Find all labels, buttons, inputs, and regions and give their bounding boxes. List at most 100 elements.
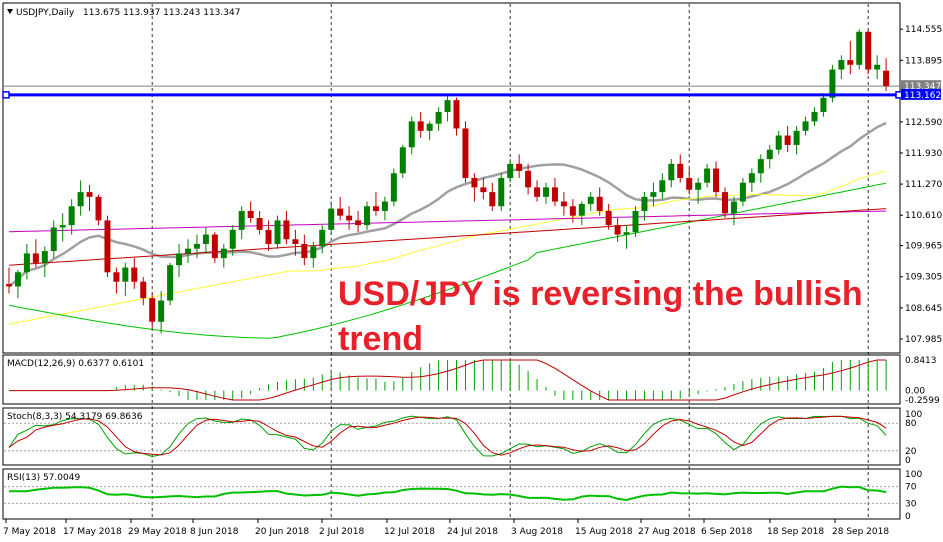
candle — [534, 180, 541, 202]
y-tick-label: 109.305 — [905, 273, 942, 283]
candle — [695, 177, 702, 204]
candle-body — [525, 170, 532, 188]
x-tick-label: 20 Jun 2018 — [255, 527, 309, 537]
candle-body — [158, 300, 165, 322]
candle — [399, 144, 406, 178]
candle-body — [444, 100, 451, 112]
candle-body — [766, 149, 773, 160]
candle-body — [775, 135, 782, 150]
macd-indicator: 0.8413 0.00-0.2599 — [9, 356, 940, 406]
candle — [820, 93, 827, 117]
candle-body — [131, 267, 138, 282]
y-tick-label: 111.270 — [905, 180, 942, 190]
candle — [757, 154, 764, 183]
candle — [202, 227, 209, 254]
price-tag-label: 113.347 — [904, 82, 941, 92]
candle-body — [355, 220, 362, 226]
candle-body — [50, 227, 57, 252]
candle — [95, 194, 102, 226]
candle-body — [668, 163, 675, 181]
candle-body — [748, 173, 755, 183]
candle — [310, 241, 317, 268]
candle — [32, 239, 39, 268]
candle-body — [811, 111, 818, 122]
candle-body — [641, 196, 648, 211]
candle — [426, 121, 433, 141]
candle — [775, 130, 782, 155]
candle — [516, 154, 523, 178]
y-tick-label: 110.610 — [905, 211, 942, 221]
candle — [829, 64, 836, 103]
candle — [220, 243, 227, 268]
candle — [185, 239, 191, 263]
candle-body — [551, 187, 558, 202]
stoch-tick-label: 20 — [905, 447, 917, 457]
stoch-tick-label: 100 — [905, 410, 922, 420]
candle-body — [677, 163, 684, 178]
ma-gray-line — [8, 121, 887, 288]
candle — [113, 267, 120, 294]
candle-body — [462, 128, 469, 178]
candle — [229, 225, 236, 256]
support-group — [2, 91, 903, 99]
candle-body — [372, 206, 379, 211]
y-tick-label: 114.555 — [905, 25, 942, 35]
candle — [784, 126, 791, 153]
candle — [41, 246, 48, 277]
candle — [238, 206, 245, 240]
candle-body — [480, 187, 487, 193]
x-tick-label: 2 Jul 2018 — [319, 527, 364, 537]
candle — [6, 267, 12, 294]
candle — [346, 206, 353, 230]
candle — [560, 192, 567, 216]
candle — [471, 173, 478, 202]
candle-body — [632, 210, 639, 233]
candle — [865, 29, 872, 75]
ohlc-readout: 113.675 113.937 113.243 113.347 — [83, 8, 240, 18]
candle — [390, 168, 397, 207]
candle — [14, 269, 21, 299]
candle — [364, 201, 370, 230]
candle-body — [381, 201, 388, 211]
candle-body — [713, 168, 720, 193]
candle-body — [498, 177, 505, 207]
date-axis: 7 May 2018 17 May 2018 29 May 2018 8 Jun 20… — [3, 519, 889, 537]
x-tick-label: 8 Jun 2018 — [190, 527, 239, 537]
candle-body — [686, 177, 693, 190]
candle-body — [32, 253, 39, 263]
candle-body — [650, 192, 657, 197]
price-tag — [901, 80, 941, 92]
y-tick-label: 107.985 — [905, 335, 942, 345]
candle — [668, 159, 675, 188]
y-tick-label: 109.965 — [905, 242, 942, 252]
candle-body — [489, 192, 496, 207]
candle — [659, 173, 666, 200]
candle-body — [229, 229, 236, 249]
candle-body — [283, 220, 290, 240]
rsi-tick-label: 70 — [905, 483, 917, 493]
rsi-title: RSI(13) 57.0049 — [7, 473, 80, 483]
candle-body — [140, 281, 147, 299]
candle — [596, 187, 603, 216]
annotation-line-1: USD/JPY is reversing the bullish — [338, 275, 863, 313]
candle-body — [883, 70, 890, 87]
candle-body — [560, 201, 567, 207]
candle — [722, 187, 728, 219]
symbol-triangle-icon — [7, 9, 13, 14]
candle-body — [176, 253, 183, 266]
candle — [283, 210, 290, 244]
support-tag — [901, 88, 941, 100]
candle — [86, 185, 93, 211]
macd-signal-line — [9, 359, 887, 401]
candle — [265, 220, 272, 252]
candle — [730, 196, 737, 226]
candle — [632, 206, 639, 237]
ma-green-line — [8, 182, 887, 339]
candle — [677, 154, 684, 183]
candle-body — [59, 225, 66, 228]
candle-body — [856, 31, 863, 65]
rsi-line — [9, 485, 887, 502]
candle — [292, 229, 299, 256]
stoch-tick-label: 0 — [905, 456, 911, 466]
candle-body — [185, 248, 191, 254]
